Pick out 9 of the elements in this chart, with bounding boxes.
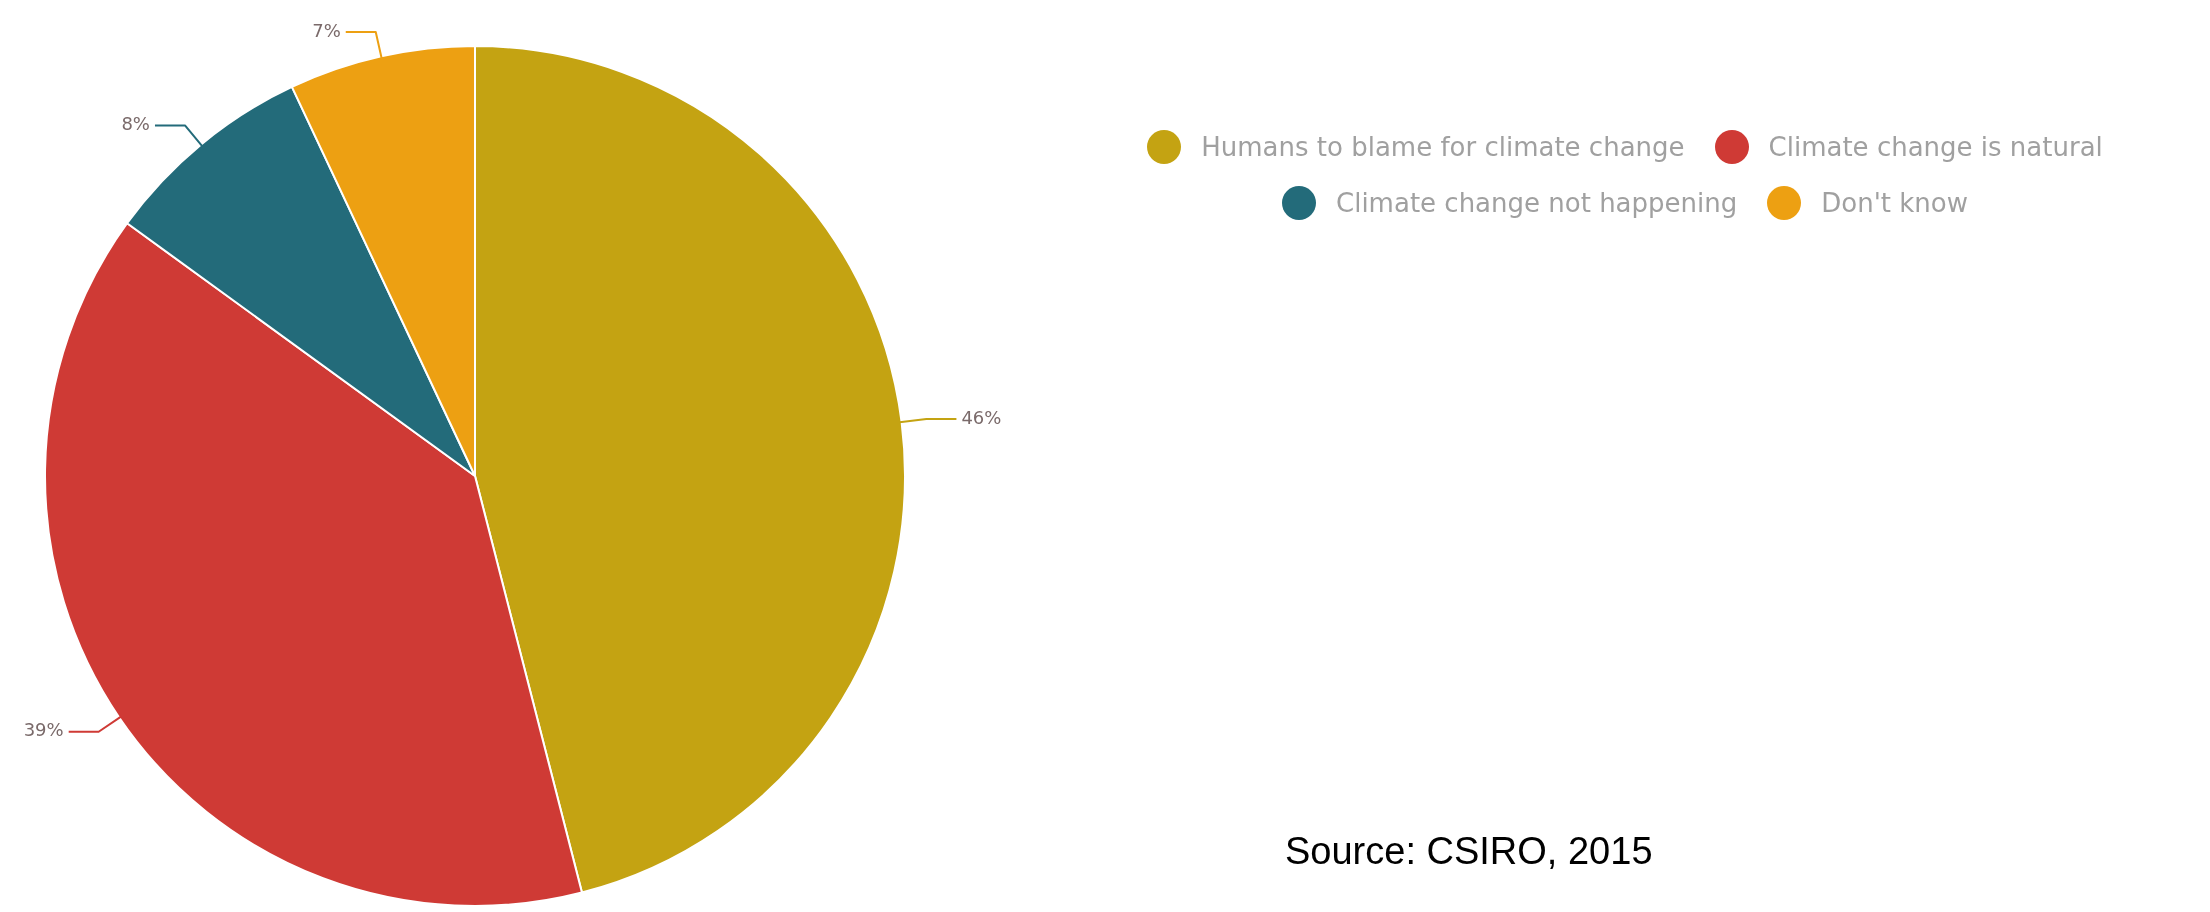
data-label: 8% <box>121 113 150 135</box>
legend-label: Climate change not happening <box>1336 188 1738 218</box>
data-label: 46% <box>961 406 1002 428</box>
legend-label: Climate change is natural <box>1768 132 2103 162</box>
legend-label: Humans to blame for climate change <box>1201 132 1685 162</box>
source-note: Source: CSIRO, 2015 <box>1285 830 1653 873</box>
data-label: 39% <box>23 719 64 741</box>
legend-label: Don't know <box>1821 188 1968 218</box>
data-label: 7% <box>312 19 341 41</box>
